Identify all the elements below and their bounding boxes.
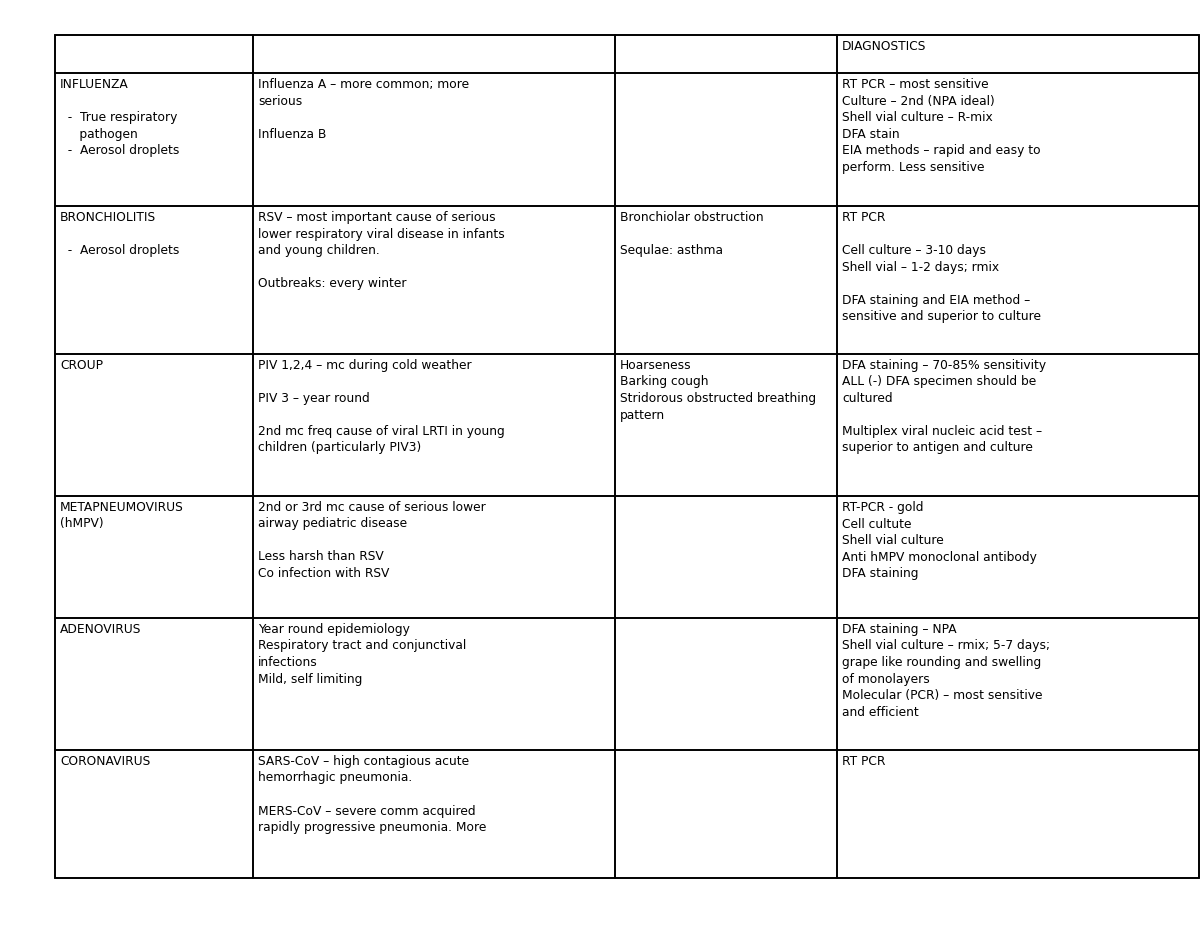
Bar (838, 496, 1199, 618)
Bar (616, 206, 838, 354)
Bar (253, 750, 616, 878)
Bar (616, 496, 838, 618)
Bar (55, 206, 253, 354)
Bar (55, 73, 253, 206)
Bar (253, 206, 616, 354)
Bar (616, 354, 838, 496)
Text: ADENOVIRUS: ADENOVIRUS (60, 623, 142, 636)
Text: DFA staining – 70-85% sensitivity
ALL (-) DFA specimen should be
cultured

Multi: DFA staining – 70-85% sensitivity ALL (-… (842, 359, 1046, 454)
Text: RT-PCR - gold
Cell cultute
Shell vial culture
Anti hMPV monoclonal antibody
DFA : RT-PCR - gold Cell cultute Shell vial cu… (842, 501, 1037, 580)
Text: RSV – most important cause of serious
lower respiratory viral disease in infants: RSV – most important cause of serious lo… (258, 211, 505, 290)
Bar (838, 354, 1199, 496)
Bar (55, 35, 253, 73)
Bar (253, 35, 616, 73)
Text: CROUP: CROUP (60, 359, 103, 372)
Text: Year round epidemiology
Respiratory tract and conjunctival
infections
Mild, self: Year round epidemiology Respiratory trac… (258, 623, 467, 685)
Bar (253, 73, 616, 206)
Bar (55, 618, 253, 750)
Text: RT PCR

Cell culture – 3-10 days
Shell vial – 1-2 days; rmix

DFA staining and E: RT PCR Cell culture – 3-10 days Shell vi… (842, 211, 1042, 323)
Text: DIAGNOSTICS: DIAGNOSTICS (842, 40, 926, 53)
Text: SARS-CoV – high contagious acute
hemorrhagic pneumonia.

MERS-CoV – severe comm : SARS-CoV – high contagious acute hemorrh… (258, 755, 486, 834)
Text: DFA staining – NPA
Shell vial culture – rmix; 5-7 days;
grape like rounding and : DFA staining – NPA Shell vial culture – … (842, 623, 1050, 718)
Bar (616, 618, 838, 750)
Text: PIV 1,2,4 – mc during cold weather

PIV 3 – year round

2nd mc freq cause of vir: PIV 1,2,4 – mc during cold weather PIV 3… (258, 359, 505, 454)
Bar (55, 750, 253, 878)
Text: RT PCR: RT PCR (842, 755, 886, 768)
Text: Hoarseness
Barking cough
Stridorous obstructed breathing
pattern: Hoarseness Barking cough Stridorous obst… (620, 359, 816, 422)
Bar (838, 750, 1199, 878)
Bar (838, 35, 1199, 73)
Text: BRONCHIOLITIS

  -  Aerosol droplets: BRONCHIOLITIS - Aerosol droplets (60, 211, 179, 257)
Text: 2nd or 3rd mc cause of serious lower
airway pediatric disease

Less harsh than R: 2nd or 3rd mc cause of serious lower air… (258, 501, 486, 580)
Text: RT PCR – most sensitive
Culture – 2nd (NPA ideal)
Shell vial culture – R-mix
DFA: RT PCR – most sensitive Culture – 2nd (N… (842, 78, 1040, 173)
Bar (838, 206, 1199, 354)
Text: INFLUENZA

  -  True respiratory
     pathogen
  -  Aerosol droplets: INFLUENZA - True respiratory pathogen - … (60, 78, 179, 157)
Bar (55, 354, 253, 496)
Bar (253, 496, 616, 618)
Bar (616, 73, 838, 206)
Text: CORONAVIRUS: CORONAVIRUS (60, 755, 150, 768)
Bar (253, 354, 616, 496)
Bar (838, 73, 1199, 206)
Bar (838, 618, 1199, 750)
Text: Influenza A – more common; more
serious

Influenza B: Influenza A – more common; more serious … (258, 78, 469, 141)
Text: Bronchiolar obstruction

Sequlae: asthma: Bronchiolar obstruction Sequlae: asthma (620, 211, 763, 257)
Bar (55, 496, 253, 618)
Bar (616, 750, 838, 878)
Text: METAPNEUMOVIRUS
(hMPV): METAPNEUMOVIRUS (hMPV) (60, 501, 184, 530)
Bar (616, 35, 838, 73)
Bar (253, 618, 616, 750)
